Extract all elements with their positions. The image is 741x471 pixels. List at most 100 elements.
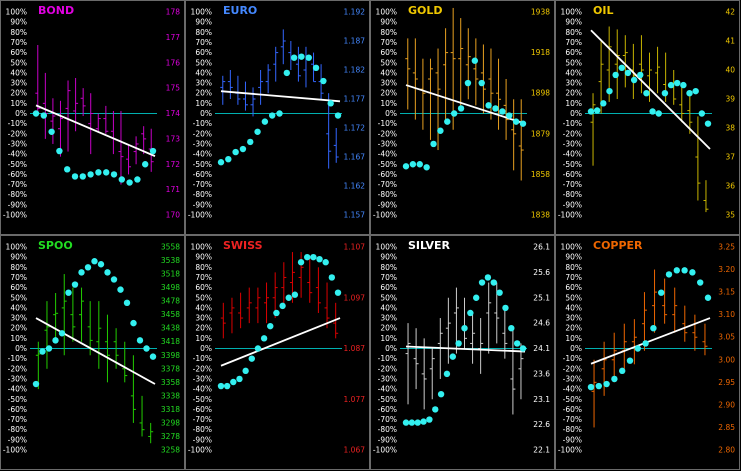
baby-blue-dot	[87, 171, 94, 178]
pct-tick-label: -80%	[193, 190, 212, 199]
price-tick-label: 3478	[161, 297, 180, 306]
pct-tick-label: -30%	[193, 139, 212, 148]
pct-tick-label: -80%	[8, 425, 27, 434]
price-tick-label: 1.067	[344, 446, 366, 455]
price-tick-label: 3278	[161, 432, 180, 441]
baby-blue-dot	[130, 319, 137, 327]
baby-blue-dot	[104, 269, 111, 276]
price-tick-label: 25.1	[533, 293, 550, 302]
baby-blue-dot	[402, 163, 410, 170]
baby-blue-dot	[512, 118, 520, 125]
pct-tick-label: 100%	[376, 8, 397, 17]
price-tick-label: 1.192	[344, 8, 366, 17]
pct-tick-label: -50%	[378, 160, 397, 169]
price-tick-label: 1.182	[344, 66, 366, 75]
pct-tick-label: 10%	[565, 99, 582, 108]
pct-tick-label: -90%	[378, 435, 397, 444]
price-tick-label: 3518	[161, 270, 180, 279]
panel-frame	[0, 0, 185, 235]
baby-blue-dot	[499, 108, 506, 115]
pct-tick-label: -20%	[378, 129, 397, 138]
baby-blue-dot	[291, 291, 299, 298]
pct-tick-label: 80%	[195, 28, 212, 37]
pct-tick-label: 0%	[570, 344, 582, 353]
pct-tick-label: -30%	[563, 374, 582, 383]
pct-tick-label: 100%	[376, 243, 397, 252]
price-tick-label: 3318	[161, 405, 180, 414]
pct-tick-label: -50%	[563, 395, 582, 404]
price-tick-label: 174	[166, 109, 181, 118]
pct-tick-label: -60%	[8, 405, 27, 414]
pct-tick-label: 30%	[195, 314, 212, 323]
pct-tick-label: -10%	[563, 119, 582, 128]
price-tick-label: 172	[166, 160, 181, 169]
baby-blue-dot	[149, 353, 157, 360]
pct-tick-label: 10%	[565, 334, 582, 343]
pct-tick-label: 30%	[380, 79, 397, 88]
pct-tick-label: -60%	[563, 405, 582, 414]
pct-tick-label: -50%	[8, 395, 27, 404]
price-tick-label: 3538	[161, 256, 180, 265]
baby-blue-dot	[492, 105, 499, 112]
pct-tick-label: -30%	[563, 139, 582, 148]
pct-tick-label: 80%	[565, 28, 582, 37]
pct-tick-label: 30%	[565, 79, 582, 88]
pct-tick-label: 70%	[380, 38, 397, 47]
pct-tick-label: -30%	[193, 374, 212, 383]
pct-tick-label: 70%	[10, 273, 27, 282]
pct-tick-label: 70%	[565, 273, 582, 282]
baby-blue-dot	[217, 159, 225, 166]
baby-blue-dot	[430, 140, 437, 148]
price-tick-label: 35	[725, 211, 735, 220]
baby-blue-dot	[496, 289, 503, 296]
pct-tick-label: -100%	[373, 211, 397, 220]
price-tick-label: 2.95	[718, 378, 735, 387]
baby-blue-dot	[650, 325, 657, 332]
panel-spoo: 100%90%80%70%60%50%40% 30%20%10%0%-10%-20…	[0, 235, 185, 470]
baby-blue-dot	[304, 253, 311, 261]
baby-blue-dot	[279, 302, 286, 310]
pct-tick-label: -40%	[8, 385, 27, 394]
pct-tick-label: -20%	[193, 129, 212, 138]
baby-blue-dot	[58, 330, 66, 337]
baby-blue-dot	[242, 367, 249, 375]
baby-blue-dot	[618, 64, 625, 72]
baby-blue-dot	[267, 322, 274, 330]
baby-blue-dot	[689, 269, 696, 276]
price-tick-label: 1879	[531, 129, 550, 138]
pct-tick-label: 90%	[10, 253, 27, 262]
baby-blue-dot	[519, 345, 527, 352]
pct-tick-label: 70%	[380, 273, 397, 282]
baby-blue-dot	[649, 108, 656, 115]
pct-tick-label: 10%	[380, 99, 397, 108]
baby-blue-dot	[149, 147, 157, 155]
baby-blue-dot	[63, 166, 71, 173]
pct-tick-label: 50%	[380, 293, 397, 302]
price-tick-label: 1.107	[344, 243, 366, 252]
panel-bond: 100%90%80%70%60%50%40% 30%20%10%0%-10%-20…	[0, 0, 185, 235]
pct-tick-label: -70%	[8, 415, 27, 424]
baby-blue-dot	[697, 279, 704, 286]
pct-tick-label: -60%	[378, 405, 397, 414]
pct-tick-label: -20%	[563, 129, 582, 138]
baby-blue-dot	[692, 87, 699, 95]
pct-tick-label: 20%	[380, 89, 397, 98]
baby-blue-dot	[457, 105, 465, 112]
price-tick-label: 177	[166, 33, 181, 42]
baby-blue-dot	[97, 261, 105, 268]
pct-tick-label: 80%	[10, 28, 27, 37]
baby-blue-dot	[136, 337, 144, 344]
pct-tick-label: 60%	[380, 283, 397, 292]
baby-blue-dot	[478, 279, 486, 286]
baby-blue-dot	[334, 289, 342, 296]
baby-blue-dot	[444, 118, 451, 125]
pct-tick-label: -10%	[8, 119, 27, 128]
baby-blue-dot	[642, 340, 649, 347]
price-tick-label: 3.10	[718, 310, 735, 319]
panel-copper: 100%90%80%70%60%50%40% 30%20%10%0%-10%-20…	[555, 235, 740, 470]
baby-blue-dot	[143, 345, 150, 352]
pct-tick-label: 40%	[380, 303, 397, 312]
price-tick-label: 3258	[161, 446, 180, 455]
pct-tick-label: -60%	[378, 170, 397, 179]
baby-blue-dot	[334, 112, 342, 119]
